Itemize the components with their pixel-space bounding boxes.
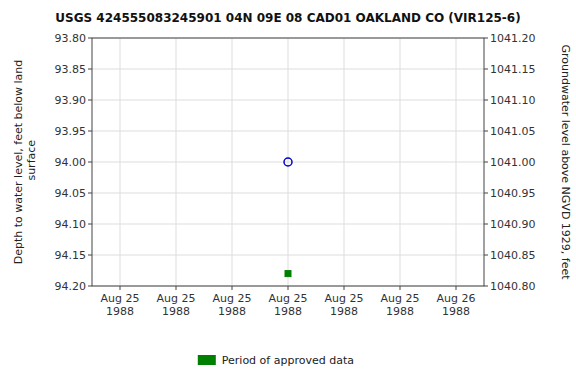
tick-label: 1040.90: [490, 218, 536, 231]
point: [284, 158, 292, 166]
tick-mark: [344, 286, 345, 290]
point: [285, 271, 291, 277]
tick-label-line: Aug 26: [437, 292, 476, 305]
legend-swatch: [198, 355, 216, 365]
tick-mark: [88, 38, 92, 39]
plot-frame: [92, 38, 484, 286]
tick-mark: [484, 224, 488, 225]
tick-mark: [484, 255, 488, 256]
axes: 93.80 93.85 93.90 93.95 94.00 94.05 94.10 94.15…: [55, 32, 536, 318]
tick-mark: [288, 286, 289, 290]
tick-label: Aug 251988: [325, 292, 364, 318]
tick-label-line: 1988: [442, 305, 470, 318]
grid-line: [232, 38, 233, 286]
tick-mark: [88, 224, 92, 225]
tick-mark: [232, 286, 233, 290]
tick-label: 1041.00: [490, 156, 536, 169]
tick-label: 94.15: [55, 249, 87, 262]
grid: [92, 38, 484, 286]
tick-mark: [176, 286, 177, 290]
tick-mark: [484, 286, 488, 287]
tick-label: 94.00: [55, 156, 87, 169]
tick-label: Aug 261988: [437, 292, 476, 318]
tick-label: Aug 251988: [381, 292, 420, 318]
tick-label-line: 1988: [386, 305, 414, 318]
axis-label: Depth to water level, feet below land su…: [12, 60, 38, 265]
tick-label-line: Aug 25: [325, 292, 364, 305]
tick-mark: [88, 162, 92, 163]
tick-mark: [484, 162, 488, 163]
tick-label: 1040.85: [490, 249, 536, 262]
grid-line: [456, 38, 457, 286]
tick-mark: [88, 286, 92, 287]
title: USGS 424555083245901 04N 09E 08 CAD01 OA…: [55, 11, 520, 25]
tick-mark: [88, 100, 92, 101]
grid-line: [176, 38, 177, 286]
tick-label: 94.05: [55, 187, 87, 200]
tick-label: 1040.95: [490, 187, 536, 200]
tick-label: 93.85: [55, 63, 87, 76]
axis-label: Groundwater level above NGVD 1929, feet: [559, 44, 572, 280]
tick-mark: [88, 131, 92, 132]
tick-label-line: Aug 25: [157, 292, 196, 305]
tick-label: 93.90: [55, 94, 87, 107]
tick-label: 93.95: [55, 125, 87, 138]
data: [284, 158, 292, 277]
grid-line: [400, 38, 401, 286]
tick-mark: [484, 100, 488, 101]
tick-mark: [88, 193, 92, 194]
tick-label-line: 1988: [218, 305, 246, 318]
tick-label: 93.80: [55, 32, 87, 45]
tick-label-line: Aug 25: [101, 292, 140, 305]
axis-label-line: Depth to water level, feet below land: [12, 60, 25, 265]
tick-label: 94.10: [55, 218, 87, 231]
grid-line: [344, 38, 345, 286]
tick-label: Aug 251988: [157, 292, 196, 318]
tick-mark: [456, 286, 457, 290]
tick-label-line: Aug 25: [381, 292, 420, 305]
tick-label: 1041.15: [490, 63, 536, 76]
tick-label-line: Aug 25: [213, 292, 252, 305]
grid-line: [288, 38, 289, 286]
tick-label-line: 1988: [330, 305, 358, 318]
tick-mark: [484, 38, 488, 39]
tick-mark: [484, 193, 488, 194]
chart: 93.80 93.85 93.90 93.95 94.00 94.05 94.10 94.15…: [0, 0, 576, 384]
tick-label-line: Aug 25: [269, 292, 308, 305]
grid-line: [120, 38, 121, 286]
axis-label-line: surface: [25, 140, 38, 184]
tick-mark: [400, 286, 401, 290]
tick-label: Aug 251988: [213, 292, 252, 318]
tick-mark: [88, 255, 92, 256]
tick-label-line: 1988: [106, 305, 134, 318]
legend: Period of approved data: [198, 354, 354, 367]
tick-mark: [120, 286, 121, 290]
tick-label: 1041.05: [490, 125, 536, 138]
tick-label: Aug 251988: [269, 292, 308, 318]
tick-label: 1041.10: [490, 94, 536, 107]
tick-label: Aug 251988: [101, 292, 140, 318]
tick-label: 1041.20: [490, 32, 536, 45]
tick-label-line: 1988: [274, 305, 302, 318]
legend-label: Period of approved data: [222, 354, 354, 367]
tick-mark: [88, 69, 92, 70]
tick-mark: [484, 131, 488, 132]
tick-label: 94.20: [55, 280, 87, 293]
tick-label: 1040.80: [490, 280, 536, 293]
tick-label-line: 1988: [162, 305, 190, 318]
tick-mark: [484, 69, 488, 70]
